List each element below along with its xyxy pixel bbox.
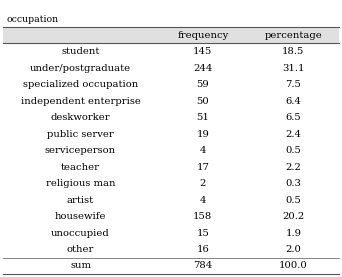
Text: teacher: teacher <box>61 163 100 171</box>
Text: artist: artist <box>67 196 94 204</box>
Text: 19: 19 <box>196 130 209 138</box>
Text: 20.2: 20.2 <box>282 212 304 221</box>
Text: 1.9: 1.9 <box>285 229 301 237</box>
Text: unoccupied: unoccupied <box>51 229 110 237</box>
Bar <box>3 27 339 43</box>
Text: percentage: percentage <box>264 31 322 40</box>
Text: public server: public server <box>47 130 114 138</box>
Text: 31.1: 31.1 <box>282 64 305 73</box>
Text: 15: 15 <box>196 229 209 237</box>
Text: 50: 50 <box>196 97 209 106</box>
Text: 16: 16 <box>196 245 209 254</box>
Text: 145: 145 <box>193 47 212 56</box>
Text: under/postgraduate: under/postgraduate <box>30 64 131 73</box>
Text: 244: 244 <box>193 64 212 73</box>
Text: frequency: frequency <box>177 31 228 40</box>
Text: 0.3: 0.3 <box>285 179 301 188</box>
Text: other: other <box>67 245 94 254</box>
Text: 0.5: 0.5 <box>285 196 301 204</box>
Text: religious man: religious man <box>46 179 115 188</box>
Text: student: student <box>61 47 100 56</box>
Text: 0.5: 0.5 <box>285 146 301 155</box>
Text: 6.4: 6.4 <box>285 97 301 106</box>
Text: independent enterprise: independent enterprise <box>21 97 141 106</box>
Text: 2: 2 <box>200 179 206 188</box>
Text: 158: 158 <box>193 212 212 221</box>
Text: 7.5: 7.5 <box>285 80 301 89</box>
Text: 59: 59 <box>196 80 209 89</box>
Text: 2.2: 2.2 <box>285 163 301 171</box>
Text: occupation: occupation <box>7 15 59 24</box>
Text: housewife: housewife <box>55 212 106 221</box>
Text: 4: 4 <box>200 196 206 204</box>
Text: 2.4: 2.4 <box>285 130 301 138</box>
Text: deskworker: deskworker <box>51 113 110 122</box>
Text: 4: 4 <box>200 146 206 155</box>
Text: 100.0: 100.0 <box>279 261 308 270</box>
Text: serviceperson: serviceperson <box>45 146 116 155</box>
Text: 2.0: 2.0 <box>285 245 301 254</box>
Text: specialized occupation: specialized occupation <box>23 80 138 89</box>
Text: 51: 51 <box>196 113 209 122</box>
Text: 6.5: 6.5 <box>286 113 301 122</box>
Text: sum: sum <box>70 261 91 270</box>
Text: 17: 17 <box>196 163 209 171</box>
Text: 18.5: 18.5 <box>282 47 304 56</box>
Text: 784: 784 <box>193 261 212 270</box>
